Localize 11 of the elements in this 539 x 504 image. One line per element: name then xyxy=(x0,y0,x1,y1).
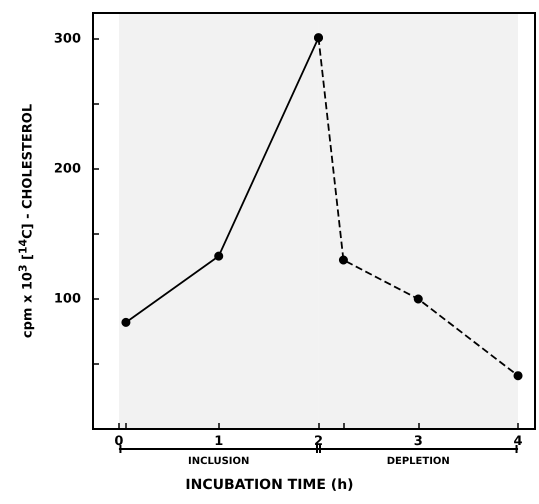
y-tick-label: 200 xyxy=(54,162,81,176)
x-tick-label: 4 xyxy=(514,434,523,449)
x-tick-label: 3 xyxy=(414,434,423,449)
band-label: INCLUSION xyxy=(188,456,250,467)
x-tick-label: 1 xyxy=(214,434,224,449)
x-tick-label: 0 xyxy=(114,434,124,449)
band-label: DEPLETION xyxy=(386,456,450,467)
x-axis-title: INCUBATION TIME (h) xyxy=(185,477,354,493)
x-tick-label: 2 xyxy=(314,434,324,449)
y-tick-label: 100 xyxy=(54,292,81,306)
y-tick-label: 300 xyxy=(54,32,81,46)
